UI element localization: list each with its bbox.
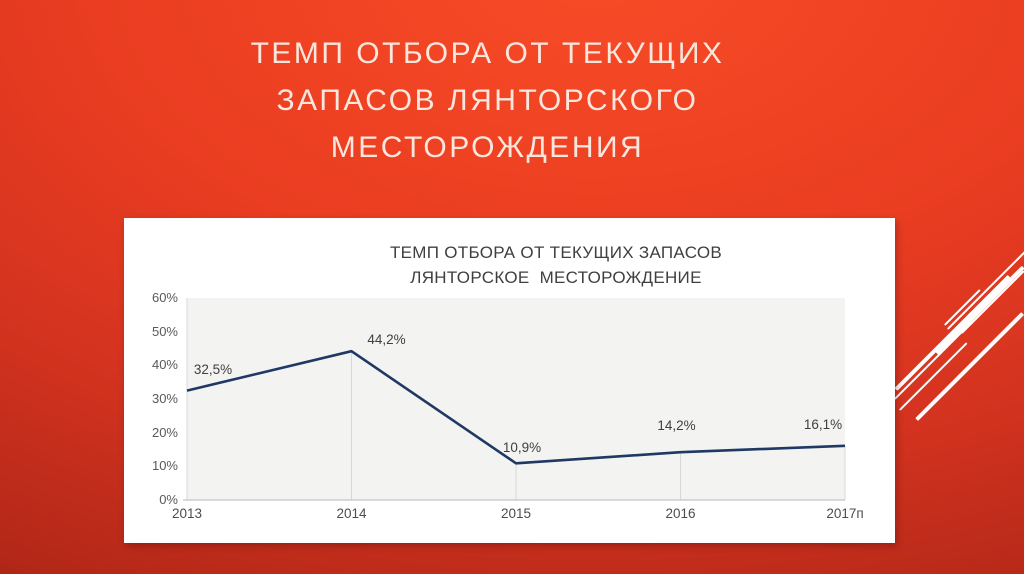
axis-tick-label: 60% <box>151 290 178 305</box>
stripe <box>946 250 1024 329</box>
data-label: 44,2% <box>367 332 406 348</box>
chart-title-line: ТЕМП ОТБОРА ОТ ТЕКУЩИХ ЗАПАСОВ <box>389 243 723 262</box>
stripe <box>898 341 968 410</box>
x-axis-label: 2014 <box>336 506 367 521</box>
stripe <box>935 265 1024 354</box>
stripe <box>894 274 1011 390</box>
axis-tick-label: 50% <box>151 323 178 339</box>
data-label: 14,2% <box>657 418 696 434</box>
stripe <box>915 312 1024 421</box>
axis-tick-label: 10% <box>151 458 178 474</box>
chart-panel: ТЕМП ОТБОРА ОТ ТЕКУЩИХ ЗАПАСОВ ЛЯНТОРСКО… <box>124 218 895 543</box>
axis-tick-label: 30% <box>151 391 178 406</box>
axis-tick-label: 20% <box>151 424 178 440</box>
data-label: 16,1% <box>803 416 843 432</box>
x-axis-label: 2017п <box>826 506 864 521</box>
axis-tick-label: 0% <box>159 492 178 507</box>
diagonal-stripes-decor <box>890 240 1024 440</box>
chart-title-line: ЛЯНТОРСКОЕ МЕСТОРОЖДЕНИЕ <box>410 268 702 287</box>
x-axis-label: 2016 <box>665 506 696 521</box>
data-label: 32,5% <box>193 361 233 377</box>
chart-svg <box>183 298 846 501</box>
axis-tick-label: 40% <box>151 357 178 373</box>
series-line <box>186 349 846 465</box>
x-axis-label: 2013 <box>171 506 203 521</box>
slide-title-line: ЗАПАСОВ ЛЯНТОРСКОГО <box>276 84 699 117</box>
slide-title-line: МЕСТОРОЖДЕНИЯ <box>330 131 645 164</box>
stripe <box>943 288 981 325</box>
chart-title: ТЕМП ОТБОРА ОТ ТЕКУЩИХ ЗАПАСОВ ЛЯНТОРСКО… <box>256 240 856 290</box>
data-label: 10,9% <box>502 440 542 456</box>
slide-title: ТЕМП ОТБОРА ОТ ТЕКУЩИХ ЗАПАСОВ ЛЯНТОРСКО… <box>0 30 975 171</box>
slide-title-line: ТЕМП ОТБОРА ОТ ТЕКУЩИХ <box>250 37 725 70</box>
stripe <box>960 269 1024 333</box>
stripe <box>893 320 973 399</box>
x-axis-label: 2015 <box>500 506 532 521</box>
